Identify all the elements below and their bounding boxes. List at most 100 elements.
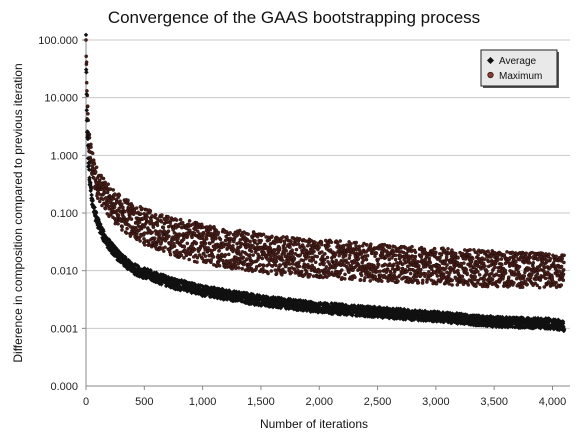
maximum-point (204, 245, 207, 248)
maximum-point (316, 255, 319, 258)
maximum-point (85, 55, 88, 58)
maximum-point (250, 250, 253, 253)
maximum-point (469, 248, 472, 251)
x-tick-label: 3,500 (480, 396, 508, 408)
maximum-point (326, 256, 329, 259)
maximum-point (238, 229, 241, 232)
maximum-point (293, 257, 296, 260)
maximum-point (410, 250, 413, 253)
maximum-point (117, 214, 120, 217)
maximum-point (549, 257, 552, 260)
maximum-point (325, 265, 328, 268)
maximum-point (228, 240, 231, 243)
maximum-point (434, 251, 437, 254)
maximum-point (474, 275, 477, 278)
maximum-point (462, 262, 465, 265)
maximum-point (288, 262, 291, 265)
maximum-point (96, 197, 99, 200)
maximum-point (94, 171, 97, 174)
maximum-point (86, 112, 89, 115)
maximum-point (274, 264, 277, 267)
maximum-point (121, 225, 124, 228)
x-tick-label: 2,000 (305, 396, 333, 408)
y-tick-label: 10.000 (44, 93, 78, 105)
maximum-point (544, 277, 547, 280)
maximum-point (164, 246, 167, 249)
maximum-point (102, 177, 105, 180)
maximum-point (291, 262, 294, 265)
maximum-point (208, 242, 211, 245)
maximum-point (427, 270, 430, 273)
maximum-point (214, 237, 217, 240)
maximum-point (85, 89, 88, 92)
maximum-point (262, 233, 265, 236)
maximum-point (429, 261, 432, 264)
maximum-point (465, 268, 468, 271)
maximum-point (98, 200, 101, 203)
maximum-point (186, 242, 189, 245)
maximum-point (476, 270, 479, 273)
maximum-point (104, 181, 107, 184)
maximum-point (297, 243, 300, 246)
maximum-point (339, 239, 342, 242)
maximum-point (153, 237, 156, 240)
maximum-point (179, 218, 182, 221)
maximum-point (125, 232, 128, 235)
maximum-point (445, 256, 448, 259)
maximum-point (496, 285, 499, 288)
maximum-point (185, 253, 188, 256)
average-point (84, 108, 89, 113)
maximum-point (231, 244, 234, 247)
maximum-point (507, 276, 510, 279)
maximum-point (349, 242, 352, 245)
maximum-point (180, 254, 183, 257)
maximum-point (320, 243, 323, 246)
maximum-point (181, 221, 184, 224)
maximum-point (365, 258, 368, 261)
maximum-point (229, 231, 232, 234)
maximum-point (369, 279, 372, 282)
maximum-point (290, 240, 293, 243)
maximum-point (532, 261, 535, 264)
maximum-point (323, 252, 326, 255)
maximum-point (130, 218, 133, 221)
x-tick-label: 500 (135, 396, 153, 408)
maximum-point (126, 227, 129, 230)
maximum-point (397, 266, 400, 269)
maximum-point (491, 278, 494, 281)
maximum-point (270, 235, 273, 238)
maximum-point (349, 245, 352, 248)
maximum-point (377, 258, 380, 261)
maximum-point (212, 255, 215, 258)
maximum-point (468, 253, 471, 256)
maximum-point (234, 267, 237, 270)
maximum-point (552, 280, 555, 283)
maximum-point (562, 279, 565, 282)
maximum-point (242, 263, 245, 266)
maximum-point (150, 219, 153, 222)
maximum-point (351, 278, 354, 281)
maximum-point (541, 262, 544, 265)
maximum-point (464, 257, 467, 260)
maximum-point (293, 268, 296, 271)
maximum-point (288, 245, 291, 248)
maximum-point (284, 271, 287, 274)
maximum-point (120, 203, 123, 206)
maximum-point (205, 237, 208, 240)
maximum-point (285, 249, 288, 252)
maximum-point (446, 263, 449, 266)
maximum-point (347, 262, 350, 265)
maximum-point (342, 244, 345, 247)
maximum-point (478, 273, 481, 276)
maximum-point (561, 257, 564, 260)
maximum-point (167, 215, 170, 218)
maximum-point (245, 257, 248, 260)
maximum-point (117, 222, 120, 225)
x-tick-label: 0 (83, 396, 89, 408)
maximum-point (375, 252, 378, 255)
maximum-point (227, 253, 230, 256)
maximum-point (477, 254, 480, 257)
maximum-point (359, 278, 362, 281)
maximum-point (183, 245, 186, 248)
